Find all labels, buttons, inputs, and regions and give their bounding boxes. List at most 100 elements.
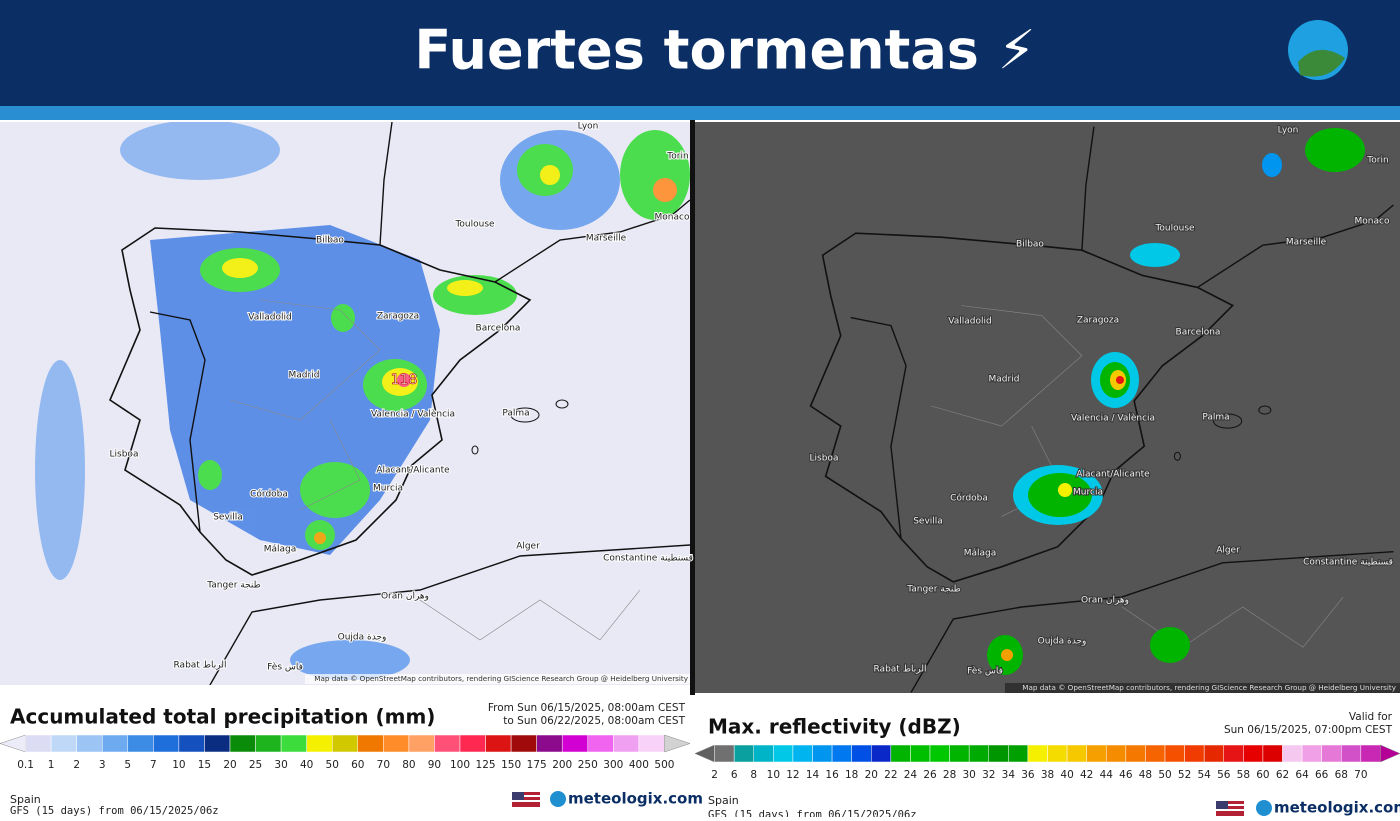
city-label: Monaco (1355, 217, 1390, 227)
city-label: Lisboa (810, 454, 839, 464)
city-label: Fès فاس (967, 666, 1003, 677)
city-label: Lisboa (110, 450, 139, 460)
city-label: Valladolid (248, 313, 291, 323)
legend-cell (968, 744, 990, 763)
city-label: Monaco (655, 213, 690, 223)
legend-tick-label: 10 (767, 769, 780, 781)
city-label: Fès فاس (267, 662, 303, 673)
legend-arrow (694, 744, 715, 763)
legend-tick-label: 125 (476, 759, 496, 771)
legend-tick-label: 8 (750, 769, 757, 781)
legend-tick-label: 10 (172, 759, 185, 771)
legend-cell (1243, 744, 1264, 763)
legend-tick-label: 56 (1217, 769, 1231, 781)
legend-cell (613, 734, 640, 753)
legend-tick-label: 22 (884, 769, 897, 781)
brand-icon (1256, 800, 1272, 816)
legend-tick-label: 52 (1178, 769, 1191, 781)
city-label: Zaragoza (377, 312, 419, 322)
legend-tick-label: 7 (150, 759, 157, 771)
legend-tick-label: 2 (711, 769, 718, 781)
header-bar (0, 0, 1400, 106)
legend-tick-label: 3 (99, 759, 106, 771)
legend-cell (1008, 744, 1029, 763)
city-label: Oujda وجدة (338, 633, 387, 643)
legend-cell (459, 734, 486, 753)
legend-cell (1066, 744, 1087, 763)
city-label: Madrid (289, 371, 320, 381)
flag-right (1216, 801, 1244, 816)
legend-tick-label: 300 (603, 759, 623, 771)
city-label: Constantine قسنطينة (603, 554, 693, 564)
legend-tick-label: 66 (1315, 769, 1329, 781)
legend-cell (1106, 744, 1127, 763)
city-label: Sevilla (913, 517, 943, 527)
city-label: Barcelona (1176, 328, 1221, 338)
legend-cell (25, 734, 52, 753)
header-stripe (0, 106, 1400, 120)
legend-tick-label: 68 (1335, 769, 1348, 781)
legend-tick-label: 36 (1021, 769, 1035, 781)
attribution-bg (305, 674, 690, 684)
legend-tick-label: 16 (825, 769, 839, 781)
city-label: Tanger طنجة (906, 585, 961, 595)
legend-tick-label: 40 (1060, 769, 1073, 781)
legend-tick-label: 46 (1119, 769, 1133, 781)
legend-tick-label: 60 (351, 759, 364, 771)
legend-tick-label: 26 (923, 769, 937, 781)
legend-cell (812, 744, 833, 763)
flag-left (512, 792, 540, 807)
legend-tick-label: 14 (806, 769, 820, 781)
legend-tick-label: 50 (1158, 769, 1171, 781)
legend-period: Sun 06/15/2025, 07:00pm CEST (1224, 724, 1393, 736)
city-label: Alacant/Alicante (1076, 470, 1150, 480)
city-label: Alacant/Alicante (376, 466, 450, 476)
legend-cell (1086, 744, 1107, 763)
legend-cell (1203, 744, 1224, 763)
legend-tick-label: 0.1 (17, 759, 34, 771)
legend-tick-label: 54 (1197, 769, 1211, 781)
legend-tick-label: 100 (450, 759, 470, 771)
legend-tick-label: 70 (377, 759, 390, 771)
legend-tick-label: 40 (300, 759, 313, 771)
legend-cell (1125, 744, 1146, 763)
legend-tick-label: 48 (1139, 769, 1152, 781)
legend-cell (753, 744, 774, 763)
legend-cell (229, 734, 256, 753)
legend-cell (1027, 744, 1048, 763)
brand-icon (550, 791, 566, 807)
legend-tick-label: 34 (1002, 769, 1016, 781)
legend-tick-label: 70 (1354, 769, 1367, 781)
legend-cell (280, 734, 307, 753)
legend-cell (1145, 744, 1166, 763)
legend-tick-label: 30 (962, 769, 975, 781)
legend-tick-label: 30 (274, 759, 287, 771)
legend-period: Valid for (1349, 711, 1393, 723)
legend-cell (255, 734, 282, 753)
legend-tick-label: 32 (982, 769, 995, 781)
dynamic: Lyon Torin Toulouse Marseille Monaco Bilbao Za… (0, 121, 1400, 821)
city-label: Valencia / València (1071, 413, 1155, 424)
legend-cell (1301, 744, 1322, 763)
city-label: Marseille (586, 234, 627, 244)
legend-cell (792, 744, 813, 763)
legend-cell (851, 744, 872, 763)
legend-cell (331, 734, 359, 753)
legend-arrow (1380, 744, 1400, 763)
city-label: Lyon (1278, 126, 1299, 136)
legend-tick-label: 42 (1080, 769, 1093, 781)
legend-cell (50, 734, 77, 753)
legend-cell (714, 744, 735, 763)
logo (1288, 20, 1348, 80)
attribution: Map data © OpenStreetMap contributors, r… (1022, 683, 1396, 692)
legend-cell (306, 734, 333, 753)
legend-cell (561, 734, 589, 753)
attribution: Map data © OpenStreetMap contributors, r… (314, 674, 688, 683)
city-label: Lyon (578, 122, 599, 132)
legend-cell (101, 734, 129, 753)
legend-cell (357, 734, 384, 753)
attribution-bg (1005, 683, 1400, 693)
legend-cell (434, 734, 461, 753)
city-label: Murcia (1073, 488, 1103, 498)
